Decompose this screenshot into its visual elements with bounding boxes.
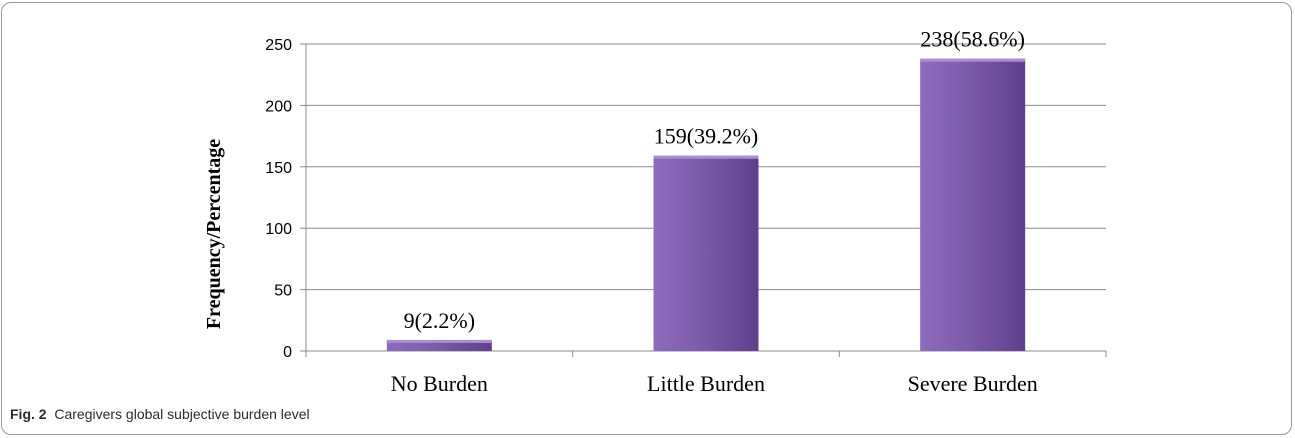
y-tick-label: 50: [274, 283, 292, 300]
figure-number: Fig. 2: [10, 406, 47, 422]
y-tick-label: 100: [265, 221, 292, 238]
x-category-labels: No Burden Little Burden Severe Burden: [391, 371, 1038, 396]
data-labels: 9(2.2%) 159(39.2%) 238(58.6%): [404, 27, 1025, 333]
y-tick-label: 250: [265, 37, 292, 54]
y-tick-label: 200: [265, 98, 292, 115]
bar: [653, 155, 759, 351]
data-label: 238(58.6%): [920, 27, 1024, 52]
y-axis-label: Frequency/Percentage: [203, 139, 225, 329]
bar-body: [653, 155, 759, 351]
category-label: Severe Burden: [908, 371, 1038, 396]
bar: [920, 58, 1026, 352]
category-label: Little Burden: [647, 371, 765, 396]
bars: [386, 58, 1026, 352]
bar-body: [920, 58, 1026, 352]
caption-text: Caregivers global subjective burden leve…: [54, 406, 310, 422]
category-label: No Burden: [391, 371, 488, 396]
bar-body: [386, 339, 492, 351]
bar: [386, 339, 492, 351]
data-label: 9(2.2%): [404, 308, 475, 333]
y-tick-labels: 0 50 100 150 200 250: [265, 37, 292, 361]
y-tick-label: 0: [283, 344, 292, 361]
y-tick-label: 150: [265, 160, 292, 177]
bar-top-edge: [386, 339, 492, 343]
bar-top-edge: [653, 155, 759, 159]
bar-top-edge: [920, 58, 1026, 62]
data-label: 159(39.2%): [654, 124, 758, 149]
figure-caption: Fig. 2 Caregivers global subjective burd…: [10, 406, 310, 422]
